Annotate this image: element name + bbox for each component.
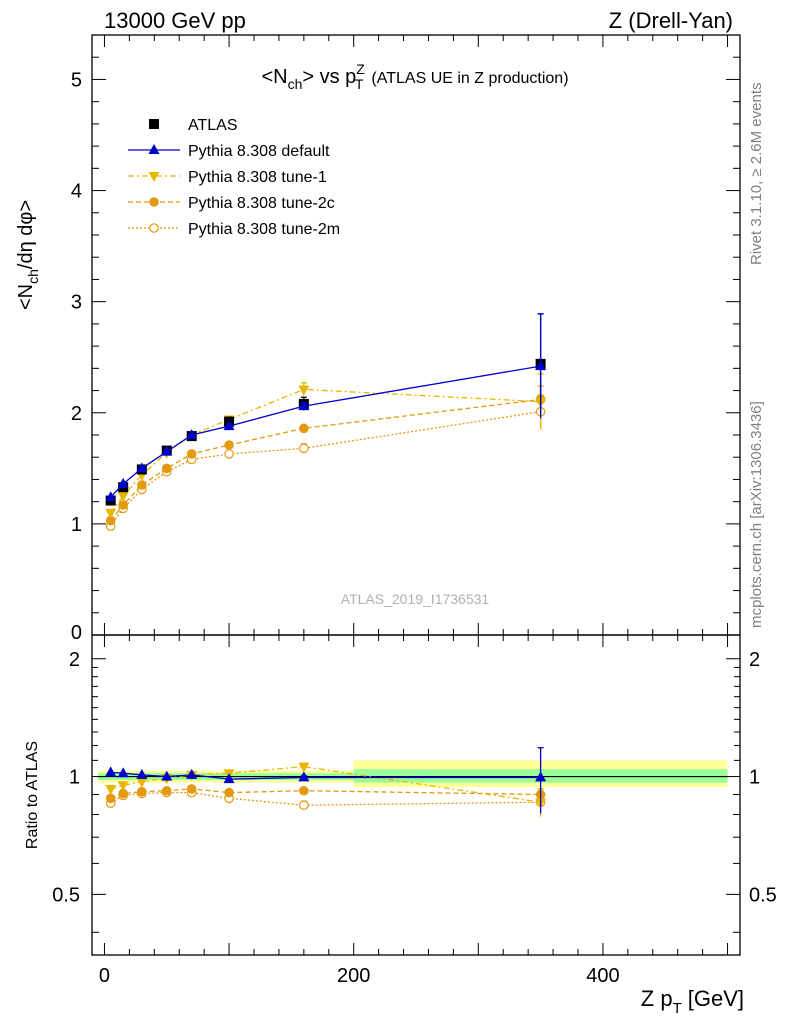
ratio-point-tune2c-4 [186,784,197,794]
main-point-tune1-6 [298,385,310,396]
ratio-y-tick-label-right-0.5: 0.5 [749,884,777,906]
ratio-y-tick-label-right-2: 2 [749,649,760,671]
main-point-default-1 [117,477,129,488]
main-point-default-7 [535,360,547,371]
main-y-tick-label-5: 5 [71,69,82,91]
process-label: Z (Drell-Yan) [609,8,733,33]
x-tick-label-0: 0 [99,965,110,987]
main-y-axis-label: <Nch/dη dφ> [15,200,41,310]
legend-label-atlas: ATLAS [188,117,238,134]
rivet-version-label: Rivet 3.1.10, ≥ 2.6M events [748,83,765,266]
main-point-tune2c-3 [161,463,172,474]
legend-marker-tune2m [149,223,159,233]
analysis-id-label: ATLAS_2019_I1736531 [341,591,490,607]
main-point-tune2m-6 [299,443,309,454]
main-panel: <Nch> vs pZ T (ATLAS UE in Z production) A… [15,34,740,644]
ratio-point-tune2c-6 [299,785,309,796]
main-point-default-0 [105,491,117,502]
legend-label-tune2m: Pythia 8.308 tune-2m [188,221,340,238]
x-tick-label-400: 400 [586,965,619,987]
ratio-point-tune1-1 [117,781,129,792]
ratio-point-default-0 [105,766,117,777]
main-y-tick-label-0: 0 [71,622,82,644]
legend-marker-tune1 [148,172,160,182]
main-point-tune1-0 [105,508,117,519]
main-point-tune1-1 [117,492,129,503]
ratio-point-default-5 [223,773,235,784]
ratio-y-tick-label-right-1: 1 [749,767,760,789]
ratio-point-tune1-2 [136,777,148,788]
ratio-line-tune2m [110,791,541,806]
main-line-tune1 [110,388,541,514]
main-line-default [110,365,541,498]
main-point-tune2c-6 [299,423,309,434]
main-line-tune2m [110,411,541,527]
plot-title: <Nch> vs pZ T (ATLAS UE in Z production) [261,61,568,92]
ratio-y-tick-label-2: 2 [69,649,80,671]
ratio-point-tune1-6 [298,762,310,773]
ratio-point-default-7 [535,771,547,782]
legend-label-default: Pythia 8.308 default [188,143,330,160]
main-point-default-4 [186,429,198,439]
ratio-line-tune2c [110,788,541,799]
main-y-tick-label-3: 3 [71,292,82,314]
ratio-y-axis-label: Ratio to ATLAS [24,741,41,849]
ratio-point-tune2c-5 [224,787,234,798]
ratio-y-tick-label-1: 1 [69,767,80,789]
main-y-tick-label-1: 1 [71,514,82,536]
main-point-default-3 [161,445,173,456]
ratio-panel: Ratio to ATLAS Z pT [GeV] 0.5 0.5 1 1 2 2 [24,649,777,1017]
legend: ATLAS Pythia 8.308 default Pythia 8.308 tu… [128,117,340,238]
legend-marker-tune2c [149,197,159,207]
beam-label: 13000 GeV pp [104,8,246,33]
legend-label-tune2c: Pythia 8.308 tune-2c [188,195,335,212]
ratio-point-default-1 [117,767,129,778]
ratio-y-tick-label-0.5: 0.5 [52,884,80,906]
legend-marker-atlas [149,119,159,129]
main-y-tick-label-4: 4 [71,181,82,203]
ratio-point-default-4 [186,768,198,779]
main-line-tune2c [110,398,541,521]
ratio-frame [91,634,741,956]
main-point-tune2m-5 [224,449,234,459]
main-y-tick-label-2: 2 [71,403,82,425]
main-point-default-2 [136,462,148,473]
ratio-point-default-3 [161,770,173,781]
main-point-tune2c-2 [137,480,147,490]
legend-label-tune1: Pythia 8.308 tune-1 [188,169,327,186]
x-axis-label: Z pT [GeV] [641,986,744,1017]
ratio-point-default-2 [136,768,148,779]
main-point-tune2c-5 [224,440,234,450]
ratio-point-tune2m-6 [299,800,309,810]
mcplots-label: mcplots.cern.ch [arXiv:1306.3436] [748,401,765,628]
ratio-point-default-6 [298,771,310,782]
ratio-point-tune2c-3 [161,785,172,796]
ratio-point-tune2c-2 [137,786,147,797]
main-point-tune2c-4 [186,449,197,459]
legend-marker-default [148,144,160,154]
main-point-default-5 [223,420,235,431]
ratio-point-tune2c-0 [105,793,116,804]
main-point-default-6 [298,400,310,411]
x-tick-label-200: 200 [337,965,370,987]
ratio-point-tune1-0 [105,784,117,795]
